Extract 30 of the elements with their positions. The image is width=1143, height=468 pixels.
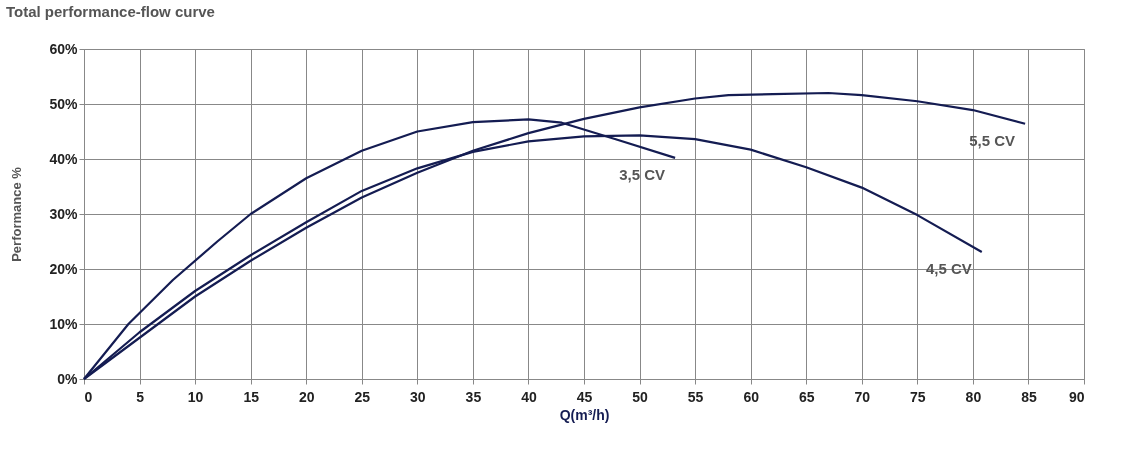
y-tick-label: 50% [49, 95, 79, 112]
x-tick-label: 30 [410, 388, 426, 405]
x-tick-label: 25 [354, 388, 371, 405]
x-axis-title: Q(m³/h) [559, 406, 610, 423]
series-label: 3,5 CV [619, 165, 666, 183]
x-tick-label: 80 [965, 388, 982, 405]
x-tick-label: 0 [84, 388, 93, 405]
x-tick-label: 50 [632, 388, 649, 405]
y-axis-title: Performance % [9, 166, 25, 262]
x-tick-label: 45 [576, 388, 593, 405]
y-tick-label: 40% [49, 150, 79, 167]
x-tick-label: 5 [136, 388, 145, 405]
x-tick-label: 20 [298, 388, 315, 405]
x-tick-label: 90 [1068, 388, 1085, 405]
y-tick-label: 60% [49, 40, 79, 57]
y-tick-label: 10% [49, 315, 79, 332]
x-tick-label: 10 [187, 388, 204, 405]
chart-title: Total performance-flow curve [5, 3, 215, 20]
x-tick-label: 85 [1021, 388, 1037, 405]
x-tick-label: 40 [521, 388, 537, 405]
y-tick-label: 30% [49, 205, 79, 222]
y-tick-label: 0% [57, 370, 79, 387]
x-tick-label: 35 [465, 388, 482, 405]
x-tick-label: 75 [910, 388, 926, 405]
x-tick-label: 15 [243, 388, 260, 405]
y-tick-label: 20% [49, 260, 79, 277]
x-tick-label: 60 [743, 388, 760, 405]
x-tick-label: 55 [687, 388, 704, 405]
x-tick-label: 70 [854, 388, 871, 405]
x-tick-label: 65 [798, 388, 815, 405]
